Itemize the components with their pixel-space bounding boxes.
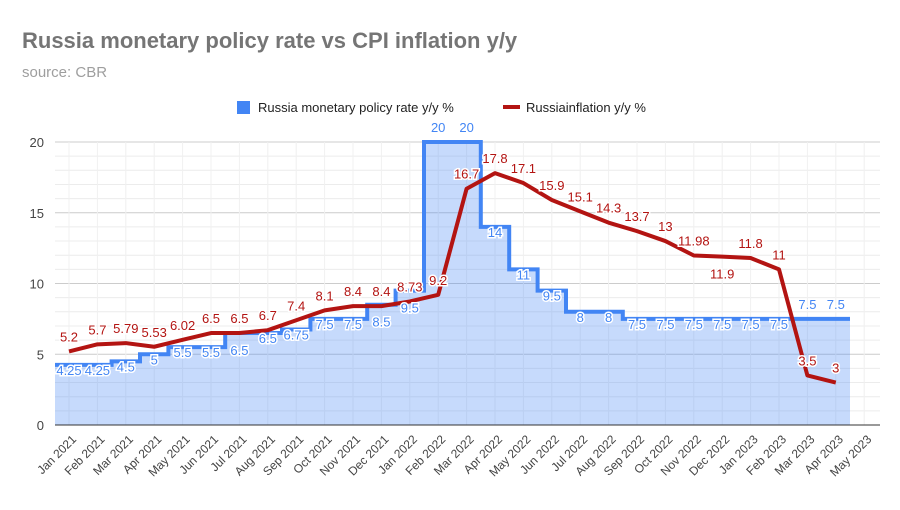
inflation-data-label: 11.98 [678,233,710,248]
inflation-data-label: 5.53 [142,325,167,340]
y-tick-label: 10 [30,277,44,292]
inflation-data-label: 8.4 [372,284,390,299]
inflation-data-label: 3.5 [798,353,816,368]
policy-rate-data-label: 7.5 [656,317,674,332]
inflation-data-label: 6.5 [230,311,248,326]
inflation-line [68,171,837,385]
policy-rate-line [55,140,850,367]
policy-rate-data-label: 20 [459,120,473,135]
policy-rate-data-label: 9.5 [543,289,561,304]
y-tick-label: 5 [37,347,44,362]
policy-rate-data-label: 8.5 [372,315,390,330]
inflation-data-label: 17.1 [511,161,536,176]
policy-rate-data-label: 7.5 [713,317,731,332]
inflation-data-label: 15.9 [539,178,564,193]
inflation-data-label: 8.73 [397,279,422,294]
policy-rate-data-label: 4.25 [85,363,110,378]
inflation-data-label: 13.7 [624,209,649,224]
policy-rate-data-label: 4.5 [117,359,135,374]
inflation-data-label: 9.2 [429,273,447,288]
inflation-data-label: 5.2 [60,329,78,344]
policy-rate-data-label: 7.5 [742,317,760,332]
policy-rate-data-label: 6.5 [230,343,248,358]
policy-rate-data-label: 5.5 [202,345,220,360]
inflation-data-label: 15.1 [568,189,593,204]
legend: Russia monetary policy rate y/y % Russiai… [237,100,646,115]
inflation-data-label: 3 [832,361,839,376]
legend-label-policy-rate: Russia monetary policy rate y/y % [258,100,454,115]
inflation-data-label: 14.3 [596,201,621,216]
policy-rate-data-label: 7.5 [316,317,334,332]
policy-rate-data-label: 7.5 [798,297,816,312]
legend-swatch-policy-rate [237,101,250,114]
inflation-data-label: 11 [772,247,786,262]
policy-rate-data-label: 4.25 [56,363,81,378]
inflation-data-label: 8.1 [316,288,334,303]
inflation-data-label: 5.7 [88,322,106,337]
inflation-data-label: 7.4 [287,298,305,313]
policy-rate-data-label: 7.5 [344,317,362,332]
inflation-data-label: 6.7 [259,308,277,323]
policy-rate-data-label: 6.75 [284,327,309,342]
policy-rate-data-label: 7.5 [770,317,788,332]
y-tick-label: 15 [30,206,44,221]
inflation-data-label: 13 [658,219,672,234]
policy-rate-data-label: 20 [431,120,445,135]
legend-label-inflation: Russiainflation y/y % [526,100,646,115]
policy-rate-data-label: 5.5 [174,345,192,360]
chart-title: Russia monetary policy rate vs CPI infla… [22,28,518,53]
inflation-data-label: 17.8 [482,151,507,166]
policy-rate-data-label: 6.5 [259,331,277,346]
inflation-data-label: 16.7 [454,167,479,182]
inflation-data-label: 6.02 [170,318,195,333]
policy-rate-data-label: 11 [517,267,531,282]
y-tick-label: 0 [37,418,44,433]
policy-rate-data-label: 7.5 [628,317,646,332]
chart-subtitle: source: CBR [22,64,108,81]
policy-rate-data-label: 7.5 [827,297,845,312]
inflation-data-label: 11.8 [738,236,762,251]
y-tick-label: 20 [30,135,44,150]
policy-rate-data-label: 8 [605,310,612,325]
inflation-data-label: 11.9 [710,267,734,282]
policy-rate-data-label: 5 [151,352,158,367]
policy-rate-data-label: 14 [488,225,502,240]
policy-rate-data-label: 9.5 [401,301,419,316]
policy-rate-data-label: 8 [577,310,584,325]
policy-rate-area [55,142,850,425]
inflation-data-label: 5.79 [113,321,138,336]
inflation-data-label: 8.4 [344,284,362,299]
inflation-data-label: 6.5 [202,311,220,326]
policy-rate-data-label: 7.5 [685,317,703,332]
